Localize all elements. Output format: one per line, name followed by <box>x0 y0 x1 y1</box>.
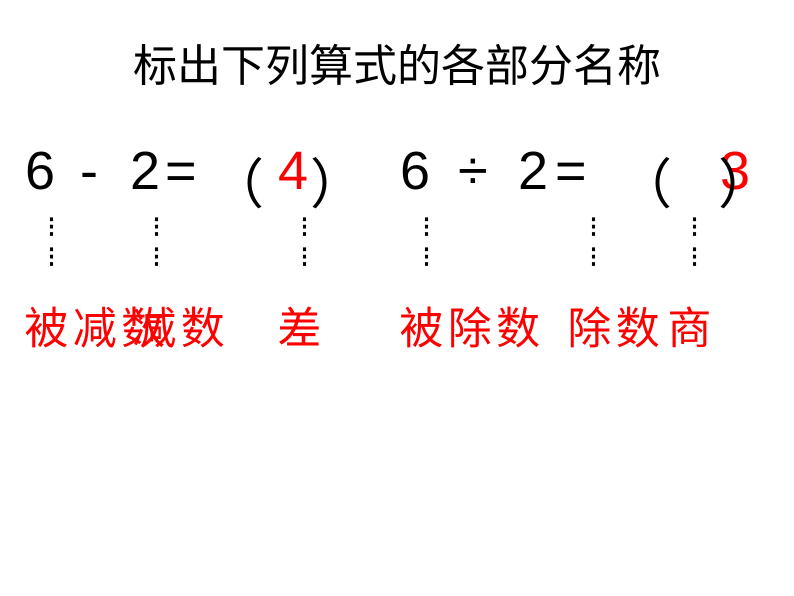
label-divisor: 除数 <box>560 305 657 349</box>
eq2-paren-close: ） <box>718 140 772 219</box>
dots-4: ⁝⁝ <box>409 210 444 270</box>
dots-3: ⁝⁝ <box>287 210 322 270</box>
eq1-equals: = <box>165 140 197 202</box>
eq1-operand2: 2 <box>130 140 160 202</box>
eq1-operand1: 6 <box>25 140 55 202</box>
label-subtrahend: 减数 <box>125 305 222 349</box>
label-difference: 差 <box>270 305 318 349</box>
dots-1: ⁝⁝ <box>34 210 69 270</box>
page-title: 标出下列算式的各部分名称 <box>0 30 794 94</box>
equations-row: 6 - 2 = （ 4 ） 6 ÷ 2 = （ 3 ） <box>20 140 780 210</box>
eq1-paren-open: （ <box>210 140 264 219</box>
eq2-operand1: 6 <box>400 140 430 202</box>
label-dividend: 被除数 <box>392 305 537 349</box>
eq2-paren-open: （ <box>618 140 672 219</box>
label-quotient: 商 <box>660 305 708 349</box>
dots-5: ⁝⁝ <box>576 210 611 270</box>
dots-6: ⁝⁝ <box>677 210 712 270</box>
eq2-equals: = <box>555 140 587 202</box>
eq1-operator: - <box>80 140 98 202</box>
eq2-operand2: 2 <box>518 140 548 202</box>
eq1-answer: 4 <box>278 140 308 202</box>
dots-2: ⁝⁝ <box>139 210 174 270</box>
eq2-operator: ÷ <box>458 140 488 202</box>
eq1-paren-close: ） <box>310 140 364 219</box>
dots-row: ⁝⁝ ⁝⁝ ⁝⁝ ⁝⁝ ⁝⁝ ⁝⁝ <box>20 210 780 300</box>
